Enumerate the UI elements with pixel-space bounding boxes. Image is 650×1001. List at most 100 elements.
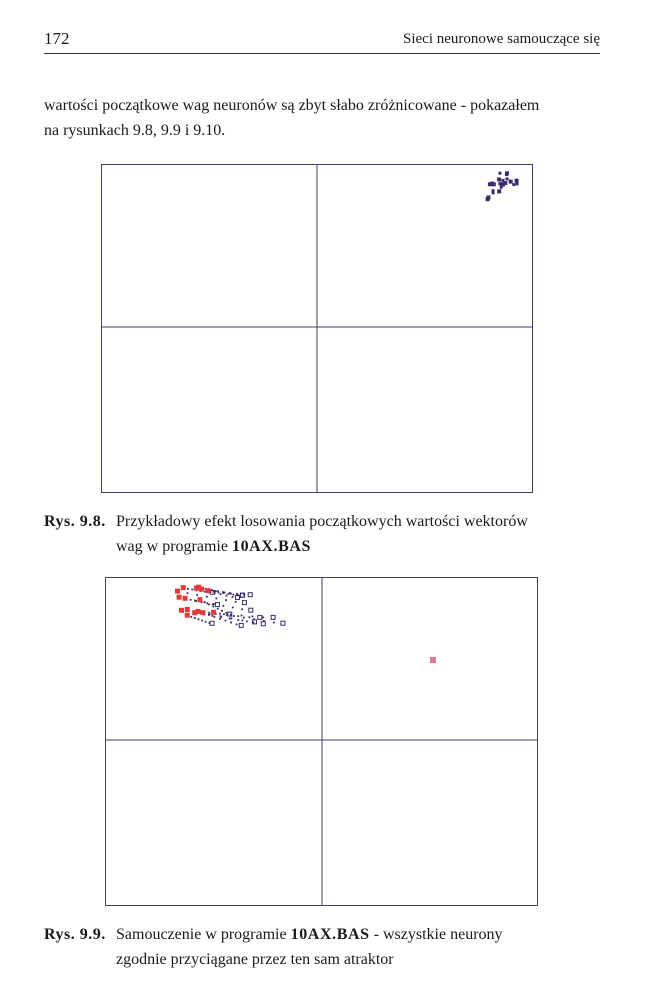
program-name: 10AX.BAS: [290, 926, 370, 943]
start-point: [176, 594, 182, 600]
trail-dot: [231, 596, 234, 598]
trail-dot: [204, 590, 206, 593]
end-point: [247, 592, 253, 598]
trail-dot: [231, 606, 234, 609]
trail-dot: [237, 615, 240, 618]
caption-label: Rys. 9.9.: [44, 926, 106, 943]
trail-dot: [195, 600, 197, 602]
caption-label: Rys. 9.8.: [44, 513, 106, 530]
trail-dot: [219, 612, 221, 615]
trail-dot: [211, 603, 214, 606]
trail-dot: [208, 614, 210, 616]
end-point: [209, 620, 215, 626]
end-point: [270, 614, 276, 620]
trail-dot: [206, 602, 209, 605]
weight-point: [512, 183, 516, 187]
start-point: [197, 597, 203, 603]
start-point: [195, 608, 201, 614]
trail-dot: [229, 592, 231, 594]
trail-dot: [219, 593, 222, 595]
body-line-2: na rysunkach 9.8, 9.9 i 9.10.: [44, 122, 226, 139]
trail-dot: [201, 619, 203, 622]
end-point: [252, 619, 257, 625]
trail-dot: [216, 607, 219, 610]
trail-dot: [217, 590, 219, 593]
weight-point: [508, 179, 513, 184]
trail-dot: [251, 615, 254, 618]
trail-dot: [190, 615, 193, 618]
trail-dot: [217, 591, 220, 594]
weight-point: [498, 171, 502, 175]
trail-dot: [230, 617, 233, 620]
trail-dot: [215, 597, 218, 600]
trail-dot: [236, 592, 238, 595]
start-point: [192, 610, 198, 616]
header-rule: [44, 53, 600, 54]
page-number: 172: [44, 29, 70, 48]
trail-dot: [208, 603, 210, 606]
trail-dot: [212, 590, 215, 593]
weight-point: [491, 191, 495, 195]
trail-dot: [248, 616, 251, 619]
weight-point: [499, 185, 503, 189]
trail-dot: [222, 591, 224, 593]
trail-dot: [272, 621, 275, 624]
attractor-point: [430, 657, 436, 663]
weight-point: [491, 189, 495, 193]
trail-dot: [186, 592, 189, 595]
end-point: [210, 589, 216, 595]
trail-dot: [219, 615, 222, 618]
trail-dot: [211, 614, 214, 617]
trail-dot: [219, 617, 221, 620]
figure-9-8-plot: [102, 165, 532, 492]
trail-dot: [223, 613, 225, 616]
end-point: [240, 592, 245, 598]
trail-dot: [237, 619, 240, 621]
trail-dot: [193, 617, 196, 619]
figure-9-8: [101, 164, 533, 493]
trail-dot: [245, 620, 248, 623]
caption-text: wag w programie: [116, 538, 232, 555]
trail-dot: [241, 619, 244, 622]
trail-dot: [221, 609, 223, 612]
weight-point: [498, 182, 502, 186]
trail-dot: [197, 618, 200, 621]
end-point: [280, 620, 286, 626]
weight-point: [490, 181, 495, 186]
end-point: [241, 600, 247, 606]
weight-point: [504, 173, 508, 177]
trail-dot: [194, 599, 196, 602]
figure-9-9-plot: [106, 578, 537, 905]
trail-dot: [208, 622, 211, 624]
caption-text-suffix: - wszystkie neurony: [369, 926, 503, 943]
trail-dot: [213, 615, 216, 618]
start-points: [175, 584, 217, 618]
start-point: [180, 585, 186, 591]
caption-line-2: wag w programie 10AX.BAS: [116, 534, 311, 559]
trail-dot: [213, 603, 215, 605]
weight-point: [503, 181, 508, 186]
trail-dot: [222, 592, 225, 594]
trail-dot: [225, 599, 227, 601]
weight-point: [486, 196, 490, 200]
trail-dot: [203, 601, 206, 604]
end-point: [248, 607, 254, 613]
trail-dot: [225, 594, 228, 597]
weight-point: [499, 182, 504, 187]
trail-dot: [187, 587, 189, 590]
start-point: [184, 612, 190, 618]
figure-9-8-caption: Rys. 9.8. Przykładowy efekt losowania po…: [44, 509, 604, 561]
trail-dot: [227, 593, 230, 595]
trail-dot: [253, 618, 255, 621]
running-title: Sieci neuronowe samouczące się: [403, 31, 600, 47]
trail-dot: [232, 593, 235, 596]
trail-dot: [191, 588, 194, 591]
trail-dot: [240, 614, 243, 617]
start-point: [175, 588, 180, 594]
trail-dot: [229, 613, 232, 616]
weight-point: [501, 178, 505, 182]
start-point: [193, 585, 199, 591]
caption-text: Samouczenie w programie: [116, 926, 291, 943]
trail-dot: [220, 616, 222, 619]
trail-dot: [204, 587, 207, 590]
